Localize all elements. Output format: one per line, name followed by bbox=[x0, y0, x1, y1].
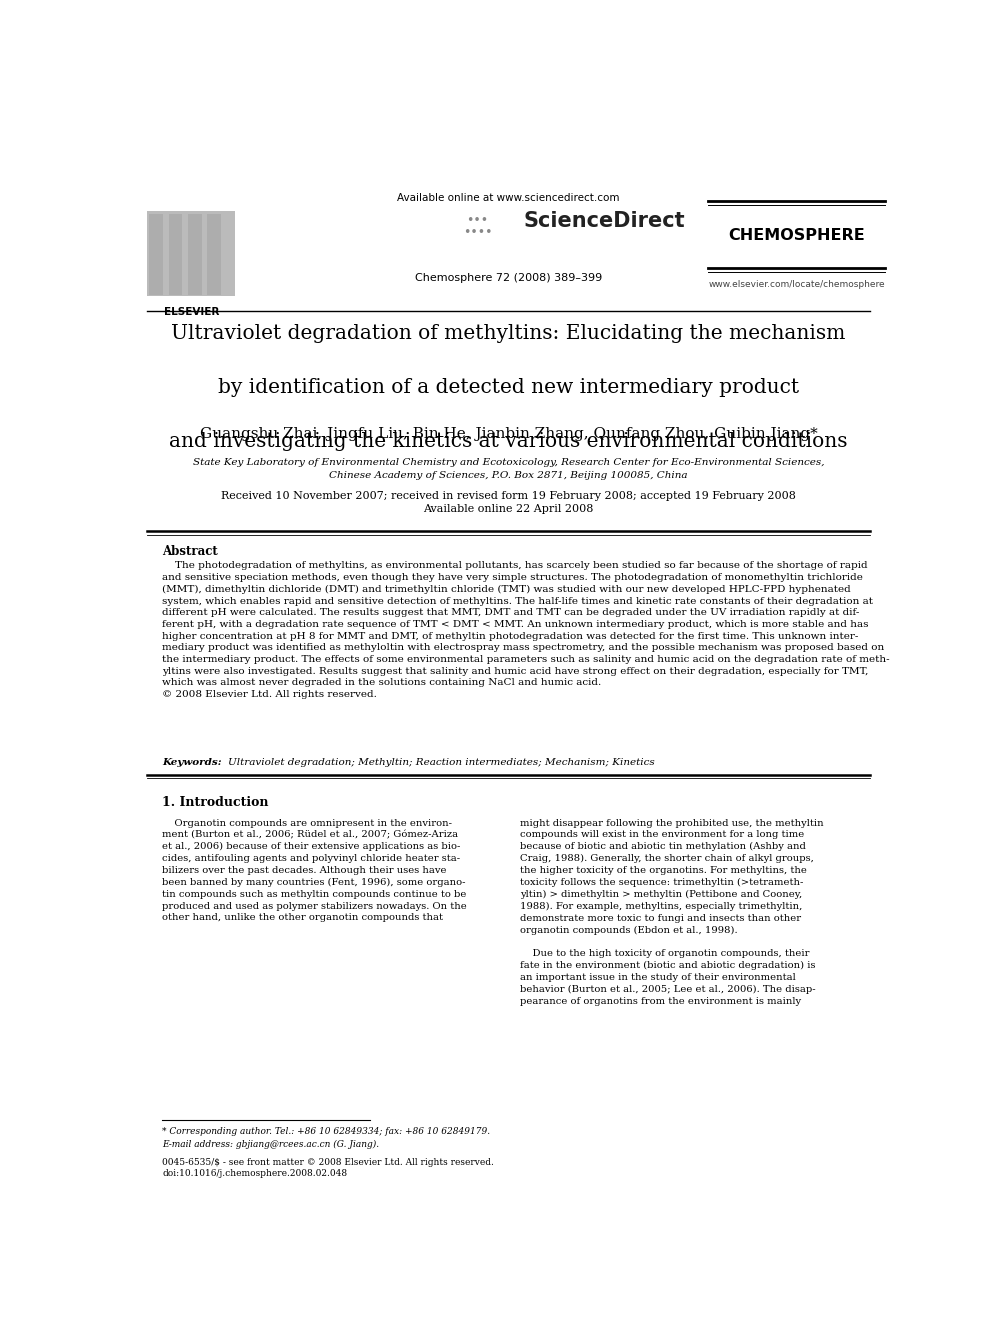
Bar bbox=[169, 213, 183, 295]
Text: and investigating the kinetics at various environmental conditions: and investigating the kinetics at variou… bbox=[170, 433, 847, 451]
Text: The photodegradation of methyltins, as environmental pollutants, has scarcely be: The photodegradation of methyltins, as e… bbox=[163, 561, 890, 699]
Text: Organotin compounds are omnipresent in the environ-
ment (Burton et al., 2006; R: Organotin compounds are omnipresent in t… bbox=[163, 819, 467, 922]
Text: E-mail address: gbjiang@rcees.ac.cn (G. Jiang).: E-mail address: gbjiang@rcees.ac.cn (G. … bbox=[163, 1139, 380, 1148]
Text: Keywords:: Keywords: bbox=[163, 758, 226, 767]
Text: www.elsevier.com/locate/chemosphere: www.elsevier.com/locate/chemosphere bbox=[708, 280, 885, 290]
Text: doi:10.1016/j.chemosphere.2008.02.048: doi:10.1016/j.chemosphere.2008.02.048 bbox=[163, 1170, 347, 1177]
Text: by identification of a detected new intermediary product: by identification of a detected new inte… bbox=[218, 378, 799, 397]
Text: ELSEVIER: ELSEVIER bbox=[164, 307, 219, 316]
Text: Ultraviolet degradation; Methyltin; Reaction intermediates; Mechanism; Kinetics: Ultraviolet degradation; Methyltin; Reac… bbox=[228, 758, 655, 767]
Text: State Key Laboratory of Environmental Chemistry and Ecotoxicology, Research Cent: State Key Laboratory of Environmental Ch… bbox=[192, 458, 824, 467]
Bar bbox=[147, 212, 235, 296]
Text: Chinese Academy of Sciences, P.O. Box 2871, Beijing 100085, China: Chinese Academy of Sciences, P.O. Box 28… bbox=[329, 471, 687, 480]
Text: * Corresponding author. Tel.: +86 10 62849334; fax: +86 10 62849179.: * Corresponding author. Tel.: +86 10 628… bbox=[163, 1127, 491, 1136]
Text: 0045-6535/$ - see front matter © 2008 Elsevier Ltd. All rights reserved.: 0045-6535/$ - see front matter © 2008 El… bbox=[163, 1158, 494, 1167]
Bar bbox=[187, 213, 201, 295]
Text: Available online 22 April 2008: Available online 22 April 2008 bbox=[424, 504, 593, 513]
Text: Guangshu Zhai, Jingfu Liu, Bin He, Jianbin Zhang, Qunfang Zhou, Guibin Jiang*: Guangshu Zhai, Jingfu Liu, Bin He, Jianb… bbox=[199, 427, 817, 441]
Text: Received 10 November 2007; received in revised form 19 February 2008; accepted 1: Received 10 November 2007; received in r… bbox=[221, 491, 796, 501]
Text: Chemosphere 72 (2008) 389–399: Chemosphere 72 (2008) 389–399 bbox=[415, 273, 602, 283]
Text: Abstract: Abstract bbox=[163, 545, 218, 558]
Text: •••
••••: ••• •••• bbox=[463, 214, 492, 239]
Text: Ultraviolet degradation of methyltins: Elucidating the mechanism: Ultraviolet degradation of methyltins: E… bbox=[172, 324, 845, 343]
Text: Available online at www.sciencedirect.com: Available online at www.sciencedirect.co… bbox=[397, 193, 620, 204]
Text: might disappear following the prohibited use, the methyltin
compounds will exist: might disappear following the prohibited… bbox=[520, 819, 823, 1005]
Bar bbox=[207, 213, 221, 295]
Text: ScienceDirect: ScienceDirect bbox=[524, 212, 685, 232]
Bar bbox=[150, 213, 164, 295]
Text: CHEMOSPHERE: CHEMOSPHERE bbox=[728, 228, 865, 243]
Text: 1. Introduction: 1. Introduction bbox=[163, 796, 269, 810]
